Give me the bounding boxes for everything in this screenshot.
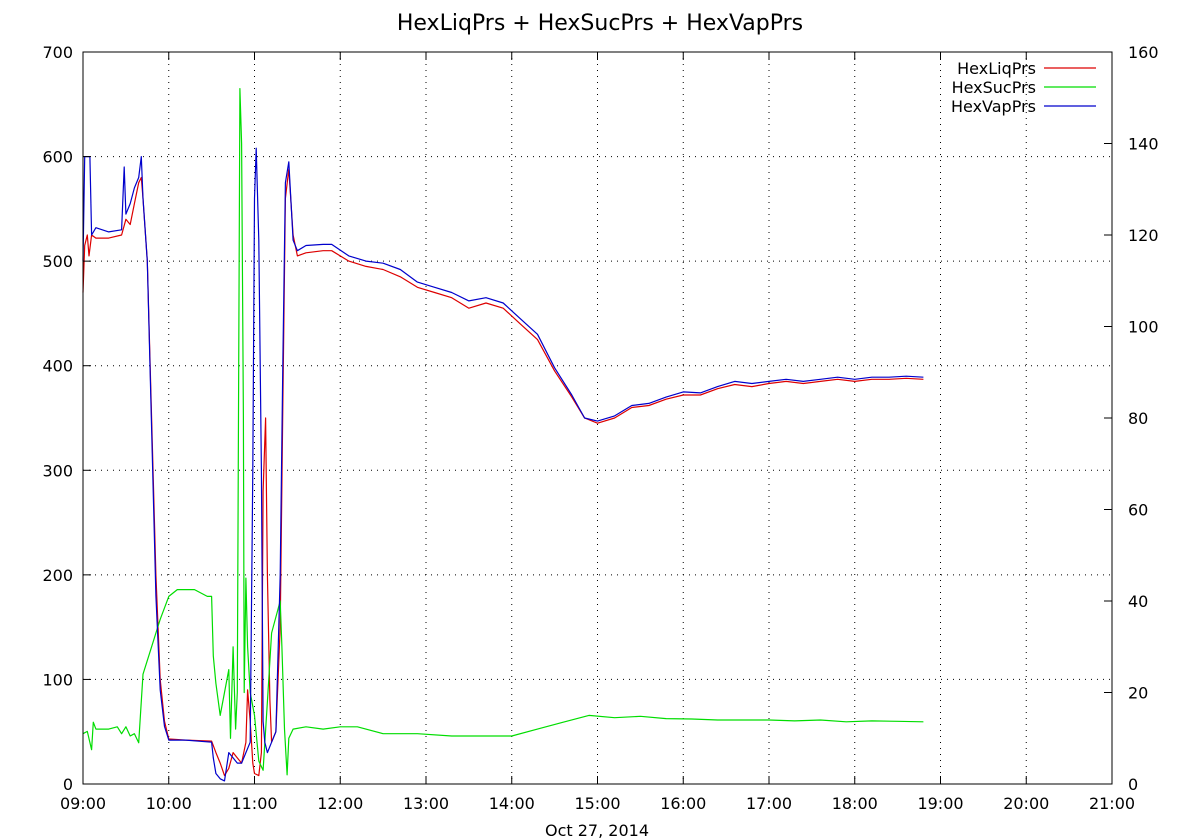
- left-tick-label: 300: [42, 461, 73, 480]
- x-tick-label: 16:00: [660, 794, 706, 813]
- x-tick-label: 18:00: [832, 794, 878, 813]
- x-tick-label: 14:00: [489, 794, 535, 813]
- right-tick-label: 20: [1128, 684, 1148, 703]
- series-line-hexvapprs: [82, 147, 924, 782]
- left-tick-label: 200: [42, 566, 73, 585]
- x-tick-label: 15:00: [574, 794, 620, 813]
- legend-label: HexLiqPrs: [957, 59, 1036, 78]
- x-tick-label: 19:00: [917, 794, 963, 813]
- right-tick-label: 60: [1128, 501, 1148, 520]
- right-tick-label: 140: [1128, 135, 1159, 154]
- left-tick-label: 500: [42, 252, 73, 271]
- x-tick-label: 21:00: [1089, 794, 1135, 813]
- x-tick-label: 20:00: [1003, 794, 1049, 813]
- right-axis-ticks: 0 20 40 60 80 100 120 140 160: [1104, 43, 1159, 794]
- left-tick-label: 600: [42, 148, 73, 167]
- x-axis-label: Oct 27, 2014: [545, 821, 649, 839]
- x-tick-label: 09:00: [60, 794, 106, 813]
- x-tick-label: 13:00: [403, 794, 449, 813]
- grid-lines: [83, 52, 1112, 784]
- x-tick-label: 10:00: [146, 794, 192, 813]
- legend-label: HexSucPrs: [952, 78, 1036, 97]
- right-tick-label: 0: [1128, 775, 1138, 794]
- x-tick-label: 12:00: [317, 794, 363, 813]
- legend-label: HexVapPrs: [951, 97, 1036, 116]
- x-tick-label: 11:00: [231, 794, 277, 813]
- right-tick-label: 160: [1128, 43, 1159, 62]
- right-tick-label: 40: [1128, 592, 1148, 611]
- chart-title: HexLiqPrs + HexSucPrs + HexVapPrs: [397, 11, 803, 36]
- right-tick-label: 80: [1128, 409, 1148, 428]
- x-axis-ticks: 09:00 10:00 11:00 12:00 13:00 14:00 15:00 16:00…: [60, 52, 1135, 813]
- left-tick-label: 100: [42, 670, 73, 689]
- left-axis-ticks: 0 100 200 300 400 500 600 700: [42, 43, 91, 794]
- right-tick-label: 120: [1128, 226, 1159, 245]
- left-tick-label: 400: [42, 357, 73, 376]
- series-line-hexliqprs: [82, 168, 924, 777]
- series-group: [82, 88, 924, 782]
- left-tick-label: 0: [63, 775, 73, 794]
- right-tick-label: 100: [1128, 318, 1159, 337]
- x-tick-label: 17:00: [746, 794, 792, 813]
- left-tick-label: 700: [42, 43, 73, 62]
- series-line-hexsucprs: [82, 88, 924, 776]
